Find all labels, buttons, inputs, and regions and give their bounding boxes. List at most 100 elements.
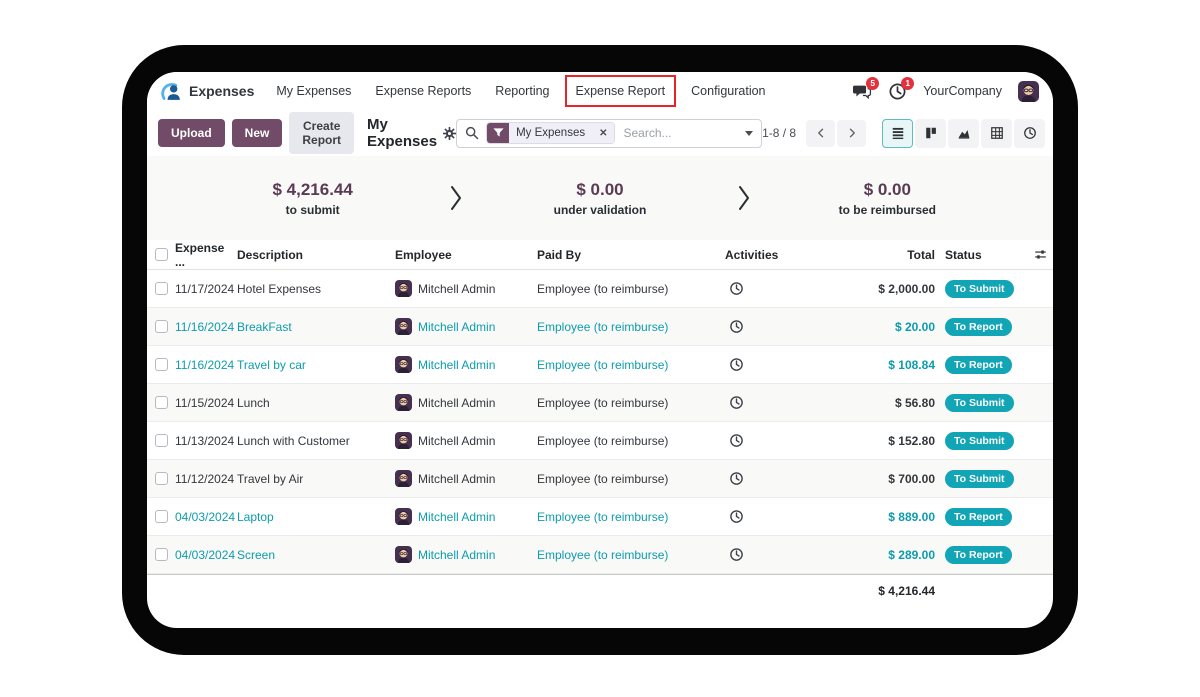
header-status[interactable]: Status (945, 247, 982, 262)
company-switcher[interactable]: YourCompany (923, 84, 1002, 98)
clock-icon (729, 281, 744, 296)
nav-item-expense-report[interactable]: Expense Report (564, 75, 677, 107)
header-total[interactable]: Total (907, 247, 935, 262)
header-expense-date[interactable]: Expense ... (175, 240, 225, 269)
create-report-button[interactable]: Create Report (289, 112, 355, 154)
paid-by-cell: Employee (to reimburse) (537, 395, 669, 410)
description-cell: Lunch with Customer (237, 433, 350, 448)
summary-label: to submit (285, 202, 340, 217)
app-brand[interactable]: Expenses (161, 81, 254, 102)
nav-item-my-expenses[interactable]: My Expenses (276, 84, 352, 98)
messages-button[interactable]: 5 (853, 76, 880, 101)
activity-view-button[interactable] (1014, 118, 1046, 148)
total-cell: $ 889.00 (888, 509, 935, 524)
header-paid-by[interactable]: Paid By (537, 247, 582, 262)
pager-previous-button[interactable] (806, 119, 836, 147)
status-cell: To Report (945, 355, 1027, 374)
clock-icon (729, 509, 744, 524)
expense-date-cell: 11/12/2024 (175, 471, 235, 486)
description-cell: Screen (237, 547, 276, 562)
activities-button[interactable]: 1 (888, 76, 915, 101)
activity-cell[interactable] (725, 281, 843, 296)
graph-view-button[interactable] (948, 118, 980, 148)
search-input[interactable] (615, 126, 737, 140)
facet-label: My Expenses (509, 123, 593, 143)
employee-avatar (395, 432, 412, 449)
search-icon (465, 126, 479, 140)
expense-date-cell: 11/13/2024 (175, 433, 235, 448)
row-checkbox[interactable] (154, 434, 168, 447)
employee-avatar (395, 356, 412, 373)
activity-cell[interactable] (725, 509, 843, 524)
expenses-app-icon (161, 81, 182, 102)
row-checkbox[interactable] (154, 282, 168, 295)
summary-chevron-icon (736, 184, 752, 212)
table-row[interactable]: 04/03/2024 Screen Mitchell Admin Employe… (147, 536, 1053, 574)
search-dropdown-toggle[interactable] (736, 120, 761, 147)
description-cell: Travel by Air (237, 471, 304, 486)
activity-cell[interactable] (725, 395, 843, 410)
header-description[interactable]: Description (237, 247, 304, 262)
employee-cell: Mitchell Admin (395, 394, 537, 411)
graph-view-icon (957, 126, 971, 140)
row-checkbox[interactable] (154, 548, 168, 561)
table-row[interactable]: 11/15/2024 Lunch Mitchell Admin Employee… (147, 384, 1053, 422)
activity-cell[interactable] (725, 319, 843, 334)
action-gear-icon[interactable] (443, 127, 456, 140)
summary-label: to be reimbursed (838, 202, 936, 217)
kanban-view-button[interactable] (915, 118, 947, 148)
status-cell: To Submit (945, 431, 1027, 450)
row-checkbox[interactable] (154, 510, 168, 523)
employee-cell: Mitchell Admin (395, 508, 537, 525)
row-checkbox[interactable] (154, 358, 168, 371)
new-button[interactable]: New (231, 119, 283, 147)
row-checkbox[interactable] (154, 472, 168, 485)
activity-cell[interactable] (725, 433, 843, 448)
activity-cell[interactable] (725, 471, 843, 486)
facet-remove-icon[interactable]: ✕ (592, 123, 615, 143)
expense-date-cell: 11/17/2024 (175, 281, 235, 296)
adjust-columns-button[interactable] (1027, 248, 1053, 261)
total-cell: $ 20.00 (894, 319, 935, 334)
status-badge: To Report (945, 317, 1012, 336)
table-row[interactable]: 11/17/2024 Hotel Expenses Mitchell Admin… (147, 270, 1053, 308)
user-avatar[interactable] (1018, 81, 1039, 102)
clock-icon (729, 357, 744, 372)
app-window: Expenses My Expenses Expense Reports Rep… (147, 72, 1053, 628)
search-bar[interactable]: My Expenses ✕ (456, 118, 763, 148)
summary-to-submit[interactable]: $ 4,216.44 to submit (177, 180, 448, 217)
employee-avatar (395, 394, 412, 411)
summary-to-be-reimbursed[interactable]: $ 0.00 to be reimbursed (752, 180, 1023, 217)
table-row[interactable]: 11/16/2024 BreakFast Mitchell Admin Empl… (147, 308, 1053, 346)
table-row[interactable]: 11/16/2024 Travel by car Mitchell Admin … (147, 346, 1053, 384)
systray: 5 1 YourCompany (853, 76, 1039, 102)
list-view-button[interactable] (882, 118, 914, 148)
header-activities[interactable]: Activities (725, 247, 779, 262)
select-all-checkbox[interactable] (154, 248, 168, 261)
footer-total: $ 4,216.44 (878, 583, 935, 598)
pager-next-button[interactable] (837, 119, 867, 147)
summary-label: under validation (553, 202, 647, 217)
nav-item-configuration[interactable]: Configuration (691, 84, 766, 98)
table-row[interactable]: 04/03/2024 Laptop Mitchell Admin Employe… (147, 498, 1053, 536)
control-panel: Upload New Create Report My Expenses My … (147, 110, 1053, 156)
upload-button[interactable]: Upload (158, 119, 225, 147)
table-row[interactable]: 11/12/2024 Travel by Air Mitchell Admin … (147, 460, 1053, 498)
control-panel-center: My Expenses ✕ (456, 118, 763, 148)
paid-by-cell: Employee (to reimburse) (537, 357, 669, 372)
pivot-view-button[interactable] (981, 118, 1013, 148)
row-checkbox[interactable] (154, 396, 168, 409)
top-navbar: Expenses My Expenses Expense Reports Rep… (147, 72, 1053, 110)
employee-cell: Mitchell Admin (395, 280, 537, 297)
header-employee[interactable]: Employee (395, 247, 452, 262)
summary-under-validation[interactable]: $ 0.00 under validation (464, 180, 735, 217)
activity-cell[interactable] (725, 357, 843, 372)
nav-item-expense-reports[interactable]: Expense Reports (375, 84, 472, 98)
nav-item-reporting[interactable]: Reporting (495, 84, 550, 98)
activity-cell[interactable] (725, 547, 843, 562)
status-badge: To Submit (945, 431, 1014, 450)
table-row[interactable]: 11/13/2024 Lunch with Customer Mitchell … (147, 422, 1053, 460)
list-view-icon (891, 126, 905, 140)
row-checkbox[interactable] (154, 320, 168, 333)
expense-summary-band: $ 4,216.44 to submit $ 0.00 under valida… (147, 156, 1053, 240)
